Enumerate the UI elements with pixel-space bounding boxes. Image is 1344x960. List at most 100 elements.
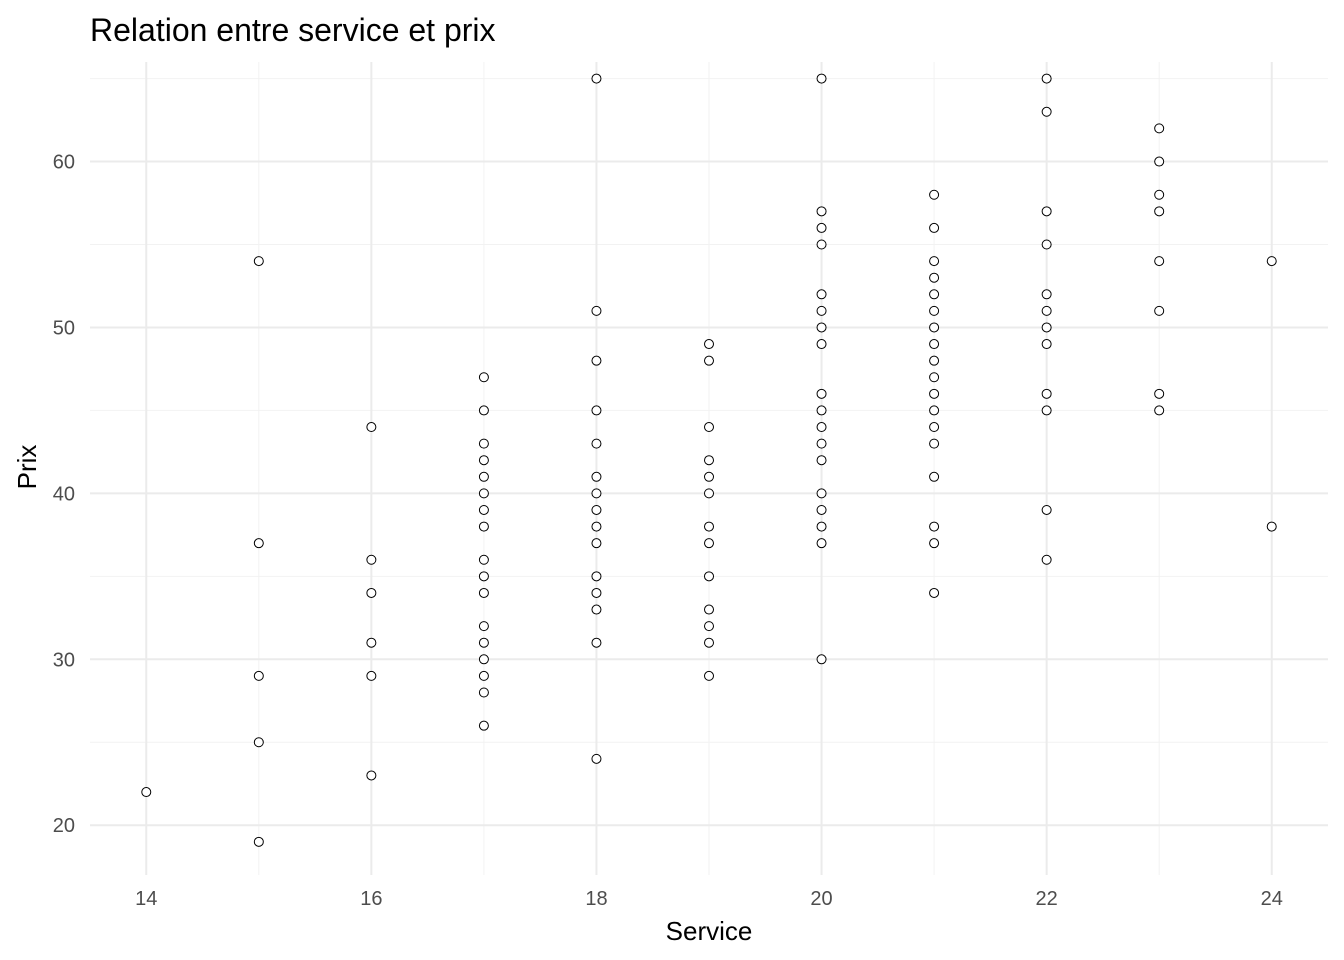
data-point bbox=[1041, 239, 1052, 250]
data-point bbox=[1041, 106, 1052, 117]
data-point bbox=[1041, 504, 1052, 515]
data-point bbox=[816, 654, 827, 665]
y-tick-label: 20 bbox=[53, 815, 75, 837]
data-point bbox=[816, 339, 827, 350]
data-point bbox=[591, 305, 602, 316]
data-point bbox=[929, 471, 940, 482]
data-point bbox=[816, 405, 827, 416]
x-axis-title: Service bbox=[666, 916, 753, 946]
data-point bbox=[591, 538, 602, 549]
data-point bbox=[929, 305, 940, 316]
x-axis-ticks: 14 16 18 20 22 24 bbox=[135, 888, 1283, 910]
data-point bbox=[591, 438, 602, 449]
data-point bbox=[591, 471, 602, 482]
data-point bbox=[929, 322, 940, 333]
grid bbox=[90, 62, 1328, 875]
data-point bbox=[816, 206, 827, 217]
data-point bbox=[704, 604, 714, 615]
data-point bbox=[929, 405, 940, 416]
data-point bbox=[816, 222, 827, 233]
data-point bbox=[366, 587, 377, 598]
data-point bbox=[478, 687, 489, 698]
data-point bbox=[1041, 405, 1052, 416]
data-point bbox=[591, 753, 602, 764]
data-point bbox=[929, 256, 940, 267]
data-point bbox=[816, 488, 827, 499]
data-point bbox=[704, 670, 714, 681]
data-point bbox=[478, 554, 489, 565]
data-point bbox=[929, 538, 940, 549]
x-tick-label: 18 bbox=[585, 888, 607, 910]
data-point bbox=[366, 554, 377, 565]
data-point bbox=[478, 405, 489, 416]
data-point bbox=[591, 405, 602, 416]
data-point bbox=[141, 787, 152, 798]
y-tick-label: 60 bbox=[53, 152, 75, 174]
data-point bbox=[591, 571, 602, 582]
data-point bbox=[478, 471, 489, 482]
x-tick-label: 20 bbox=[810, 888, 832, 910]
x-tick-label: 16 bbox=[360, 888, 382, 910]
data-points bbox=[141, 73, 1277, 847]
data-point bbox=[478, 504, 489, 515]
data-point bbox=[253, 670, 264, 681]
data-point bbox=[1154, 305, 1165, 316]
data-point bbox=[929, 289, 940, 300]
data-point bbox=[478, 587, 489, 598]
data-point bbox=[929, 355, 940, 366]
data-point bbox=[816, 422, 827, 433]
data-point bbox=[816, 388, 827, 399]
data-point bbox=[1154, 206, 1165, 217]
data-point bbox=[478, 720, 489, 731]
y-tick-label: 50 bbox=[53, 317, 75, 339]
data-point bbox=[1266, 256, 1277, 267]
data-point bbox=[704, 455, 714, 466]
data-point bbox=[591, 637, 602, 648]
x-tick-label: 24 bbox=[1261, 888, 1283, 910]
data-point bbox=[366, 670, 377, 681]
data-point bbox=[478, 637, 489, 648]
data-point bbox=[478, 455, 489, 466]
data-point bbox=[253, 538, 264, 549]
data-point bbox=[929, 339, 940, 350]
data-point bbox=[1154, 405, 1165, 416]
data-point bbox=[1154, 189, 1165, 200]
data-point bbox=[704, 521, 714, 532]
data-point bbox=[1266, 521, 1277, 532]
data-point bbox=[1154, 388, 1165, 399]
data-point bbox=[816, 538, 827, 549]
data-point bbox=[591, 488, 602, 499]
data-point bbox=[816, 239, 827, 250]
data-point bbox=[704, 538, 714, 549]
y-axis-title: Prix bbox=[12, 445, 42, 490]
data-point bbox=[704, 621, 714, 632]
data-point bbox=[704, 571, 714, 582]
data-point bbox=[591, 521, 602, 532]
data-point bbox=[478, 521, 489, 532]
data-point bbox=[704, 488, 714, 499]
data-point bbox=[366, 637, 377, 648]
data-point bbox=[1041, 289, 1052, 300]
data-point bbox=[704, 422, 714, 433]
data-point bbox=[591, 355, 602, 366]
data-point bbox=[253, 836, 264, 847]
data-point bbox=[478, 670, 489, 681]
data-point bbox=[929, 189, 940, 200]
data-point bbox=[478, 571, 489, 582]
chart-title: Relation entre service et prix bbox=[90, 12, 496, 48]
data-point bbox=[816, 504, 827, 515]
data-point bbox=[591, 73, 602, 84]
y-tick-label: 40 bbox=[53, 483, 75, 505]
data-point bbox=[478, 372, 489, 383]
data-point bbox=[253, 256, 264, 267]
data-point bbox=[929, 521, 940, 532]
data-point bbox=[366, 422, 377, 433]
y-axis-ticks: 20 30 40 50 60 bbox=[53, 152, 75, 838]
data-point bbox=[478, 438, 489, 449]
data-point bbox=[704, 637, 714, 648]
data-point bbox=[1154, 256, 1165, 267]
data-point bbox=[1041, 339, 1052, 350]
data-point bbox=[591, 504, 602, 515]
data-point bbox=[816, 305, 827, 316]
